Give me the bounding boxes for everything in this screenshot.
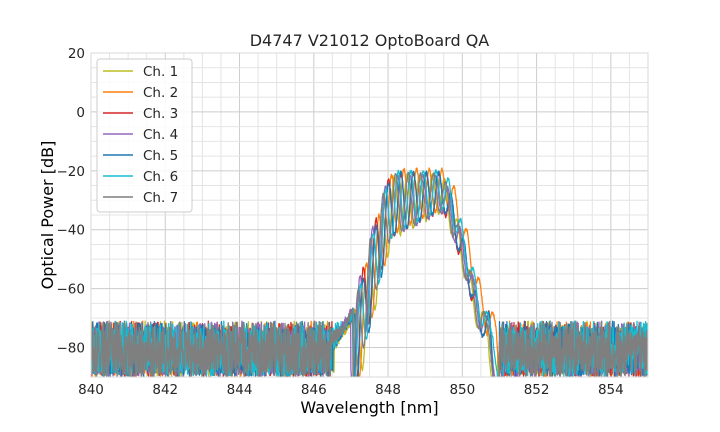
y-tick-label: −80 xyxy=(57,341,86,357)
x-tick-label: 846 xyxy=(301,382,327,398)
series-line xyxy=(91,171,648,377)
y-tick-label: −60 xyxy=(57,282,86,298)
x-tick-label: 842 xyxy=(152,382,178,398)
x-tick-label: 854 xyxy=(598,382,624,398)
chart-title: D4747 V21012 OptoBoard QA xyxy=(250,31,490,50)
series-layer xyxy=(91,167,648,377)
y-tick-label: 20 xyxy=(68,46,85,62)
legend-label: Ch. 5 xyxy=(143,148,178,164)
x-tick-label: 844 xyxy=(227,382,253,398)
y-axis-title: Optical Power [dB] xyxy=(38,141,57,290)
x-axis-title: Wavelength [nm] xyxy=(300,398,438,417)
legend-label: Ch. 3 xyxy=(143,106,178,122)
x-tick-label: 852 xyxy=(524,382,550,398)
y-tick-label: −20 xyxy=(57,164,86,180)
y-tick-labels: 20 0 −20 −40 −60 −80 xyxy=(57,46,86,357)
y-tick-label: 0 xyxy=(76,105,85,121)
legend-label: Ch. 1 xyxy=(143,64,178,80)
legend: Ch. 1 Ch. 2 Ch. 3 Ch. 4 Ch. 5 Ch. 6 Ch. 7 xyxy=(96,58,193,213)
legend-label: Ch. 2 xyxy=(143,85,178,101)
x-tick-labels: 840 842 844 846 848 850 852 854 xyxy=(78,382,624,398)
plot-frame xyxy=(90,52,649,378)
x-tick-label: 840 xyxy=(78,382,104,398)
x-tick-label: 850 xyxy=(449,382,475,398)
y-tick-label: −40 xyxy=(57,223,86,239)
legend-label: Ch. 6 xyxy=(143,169,178,185)
legend-box xyxy=(96,58,193,213)
legend-label: Ch. 4 xyxy=(143,127,178,143)
x-tick-label: 848 xyxy=(375,382,401,398)
legend-label: Ch. 7 xyxy=(143,190,178,206)
